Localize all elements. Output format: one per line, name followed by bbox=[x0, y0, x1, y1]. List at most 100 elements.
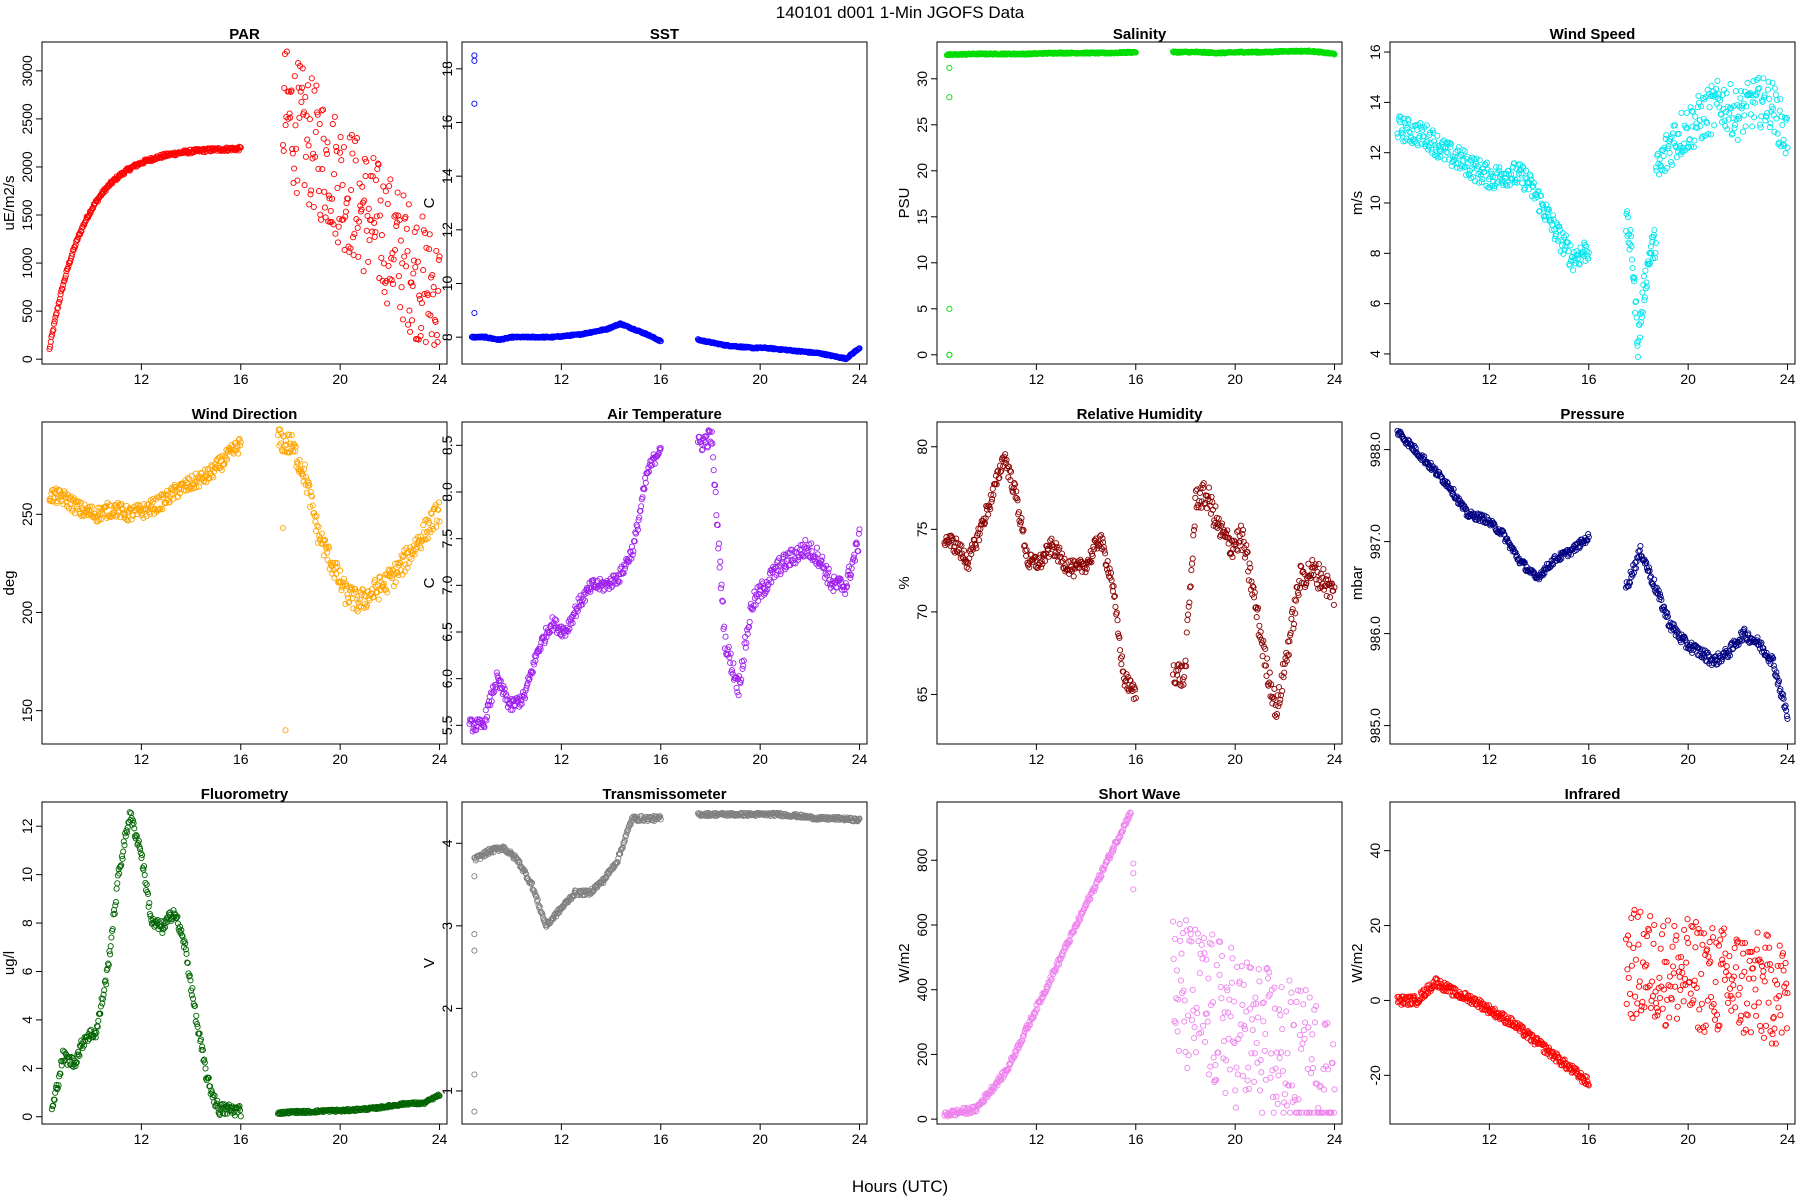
data-point bbox=[1628, 256, 1636, 263]
data-point bbox=[289, 150, 296, 157]
y-tick-label: 6.5 bbox=[439, 622, 455, 642]
data-point bbox=[471, 100, 478, 107]
data-point bbox=[946, 305, 953, 312]
data-point bbox=[1741, 112, 1748, 119]
y-tick-label: 10 bbox=[914, 255, 930, 271]
x-tick-label: 24 bbox=[432, 1131, 448, 1147]
data-point bbox=[378, 232, 385, 239]
data-point bbox=[1666, 149, 1673, 156]
data-point bbox=[287, 114, 294, 121]
data-point bbox=[303, 112, 310, 119]
data-point bbox=[57, 291, 64, 298]
data-point bbox=[54, 304, 61, 311]
data-point bbox=[310, 203, 317, 211]
y-axis-label: C bbox=[421, 197, 438, 208]
data-point bbox=[323, 150, 330, 158]
y-tick-label: 5 bbox=[914, 305, 930, 313]
data-point bbox=[364, 212, 371, 219]
data-point bbox=[344, 195, 351, 202]
data-point bbox=[107, 943, 114, 950]
data-point bbox=[333, 143, 340, 150]
y-tick-label: 8 bbox=[1367, 249, 1383, 257]
x-tick-label: 16 bbox=[1128, 371, 1144, 387]
data-point bbox=[114, 880, 121, 887]
data-point bbox=[1714, 77, 1721, 84]
y-tick-label: 30 bbox=[914, 71, 930, 87]
data-point bbox=[143, 881, 150, 888]
data-point bbox=[410, 270, 417, 277]
data-points bbox=[1394, 427, 1791, 722]
data-point bbox=[1634, 342, 1641, 349]
data-point bbox=[391, 213, 398, 220]
x-tick-label: 16 bbox=[1128, 751, 1144, 767]
data-point bbox=[405, 201, 412, 208]
data-point bbox=[404, 248, 411, 255]
data-point bbox=[334, 184, 341, 192]
data-point bbox=[308, 187, 315, 194]
data-point bbox=[422, 338, 429, 346]
data-point bbox=[392, 212, 399, 219]
y-axis-label: deg bbox=[1, 570, 18, 595]
data-point bbox=[316, 121, 323, 128]
data-point bbox=[298, 98, 305, 106]
data-point bbox=[146, 900, 153, 907]
data-point bbox=[414, 258, 421, 265]
data-point bbox=[389, 280, 397, 288]
data-point bbox=[408, 279, 415, 286]
data-point bbox=[315, 188, 323, 195]
x-tick-label: 24 bbox=[1780, 751, 1796, 767]
data-point bbox=[71, 244, 78, 251]
data-point bbox=[946, 64, 953, 71]
data-point bbox=[336, 149, 344, 156]
data-point bbox=[1624, 214, 1632, 221]
data-point bbox=[371, 219, 378, 226]
x-tick-label: 12 bbox=[554, 371, 570, 387]
y-tick-label: 4 bbox=[1367, 350, 1383, 358]
data-point bbox=[471, 52, 478, 59]
data-point bbox=[391, 246, 399, 254]
x-tick-label: 16 bbox=[1581, 751, 1597, 767]
data-point bbox=[412, 264, 419, 271]
y-tick-label: 16 bbox=[439, 115, 455, 131]
x-tick-label: 12 bbox=[134, 371, 150, 387]
y-axis-label: % bbox=[896, 576, 913, 589]
x-tick-label: 24 bbox=[432, 751, 448, 767]
data-point bbox=[1191, 523, 1198, 530]
y-tick-label: 14 bbox=[439, 168, 455, 184]
data-point bbox=[333, 148, 340, 155]
y-tick-label: 0 bbox=[914, 351, 930, 359]
data-point bbox=[710, 454, 717, 461]
data-point bbox=[1256, 622, 1263, 629]
y-tick-label: 3000 bbox=[19, 55, 35, 86]
data-point bbox=[1739, 128, 1747, 135]
panel-title: Salinity bbox=[1113, 26, 1167, 43]
data-point bbox=[1750, 78, 1757, 85]
data-point bbox=[321, 188, 328, 195]
data-point bbox=[1625, 239, 1632, 246]
data-point bbox=[337, 567, 344, 574]
data-point bbox=[292, 122, 299, 129]
data-point bbox=[407, 328, 414, 335]
data-point bbox=[279, 141, 287, 149]
panel-title: PAR bbox=[229, 26, 260, 43]
x-tick-label: 24 bbox=[1327, 371, 1343, 387]
data-point bbox=[329, 121, 336, 128]
data-point bbox=[1776, 107, 1783, 114]
data-point bbox=[372, 228, 379, 236]
data-point bbox=[279, 524, 287, 532]
data-point bbox=[1476, 157, 1483, 164]
data-point bbox=[1660, 152, 1667, 160]
data-point bbox=[1692, 113, 1699, 120]
data-point bbox=[405, 321, 412, 328]
data-point bbox=[282, 122, 289, 129]
data-point bbox=[1182, 657, 1189, 664]
data-point bbox=[639, 494, 646, 501]
data-point bbox=[52, 314, 59, 321]
data-point bbox=[352, 157, 359, 164]
data-point bbox=[420, 267, 427, 274]
data-point bbox=[1183, 629, 1190, 636]
data-point bbox=[376, 275, 383, 282]
data-point bbox=[384, 300, 391, 307]
